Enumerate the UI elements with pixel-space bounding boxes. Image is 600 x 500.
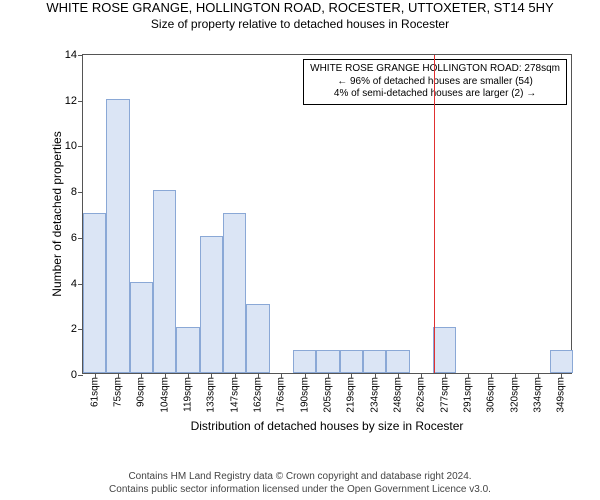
- x-tick-mark: [211, 373, 212, 378]
- x-tick-label: 162sqm: [253, 377, 264, 413]
- x-tick-mark: [468, 373, 469, 378]
- y-tick-label: 0: [71, 369, 77, 381]
- x-tick-mark: [398, 373, 399, 378]
- y-tick-label: 8: [71, 186, 77, 198]
- histogram-bar: [176, 327, 199, 373]
- x-tick-label: 119sqm: [183, 377, 194, 412]
- x-tick-label: 133sqm: [206, 377, 217, 413]
- y-tick-label: 14: [65, 49, 77, 61]
- x-tick-label: 248sqm: [393, 377, 404, 413]
- footer-line-1: Contains HM Land Registry data © Crown c…: [0, 470, 600, 483]
- x-tick-mark: [491, 373, 492, 378]
- y-tick-mark: [78, 101, 83, 102]
- x-tick-mark: [118, 373, 119, 378]
- y-tick-mark: [78, 55, 83, 56]
- x-tick-label: 219sqm: [346, 377, 357, 413]
- y-axis-label: Number of detached properties: [50, 131, 64, 296]
- histogram-bar: [200, 236, 223, 373]
- x-tick-mark: [561, 373, 562, 378]
- x-tick-mark: [95, 373, 96, 378]
- x-tick-label: 262sqm: [416, 377, 427, 413]
- x-tick-label: 176sqm: [276, 377, 287, 413]
- y-tick-label: 2: [71, 323, 77, 335]
- x-tick-label: 104sqm: [159, 377, 170, 413]
- histogram-bar: [386, 350, 409, 373]
- histogram-bar: [106, 99, 129, 373]
- y-tick-label: 12: [65, 95, 77, 107]
- x-tick-label: 75sqm: [113, 377, 124, 407]
- histogram-bar: [363, 350, 386, 373]
- x-tick-mark: [165, 373, 166, 378]
- x-tick-label: 61sqm: [89, 377, 100, 407]
- x-tick-label: 320sqm: [509, 377, 520, 413]
- x-tick-mark: [258, 373, 259, 378]
- y-tick-label: 10: [65, 140, 77, 152]
- histogram-bar: [246, 304, 269, 373]
- x-tick-label: 291sqm: [463, 377, 474, 413]
- x-tick-mark: [188, 373, 189, 378]
- x-tick-mark: [141, 373, 142, 378]
- histogram-bar: [223, 213, 246, 373]
- footer: Contains HM Land Registry data © Crown c…: [0, 470, 600, 496]
- marker-line: [434, 55, 435, 373]
- x-tick-label: 190sqm: [299, 377, 310, 413]
- x-axis-label: Distribution of detached houses by size …: [191, 419, 464, 433]
- page-title: WHITE ROSE GRANGE, HOLLINGTON ROAD, ROCE…: [0, 0, 600, 15]
- histogram-bar: [433, 327, 456, 373]
- x-tick-mark: [538, 373, 539, 378]
- page-subtitle: Size of property relative to detached ho…: [0, 17, 600, 31]
- x-tick-mark: [328, 373, 329, 378]
- y-tick-mark: [78, 146, 83, 147]
- x-tick-label: 349sqm: [556, 377, 567, 413]
- x-tick-mark: [305, 373, 306, 378]
- chart-container: Number of detached properties Distributi…: [52, 44, 577, 404]
- x-tick-mark: [281, 373, 282, 378]
- histogram-bar: [153, 190, 176, 373]
- x-tick-mark: [515, 373, 516, 378]
- x-tick-label: 90sqm: [136, 377, 147, 407]
- histogram-bar: [316, 350, 339, 373]
- x-tick-label: 334sqm: [533, 377, 544, 413]
- x-tick-label: 234sqm: [369, 377, 380, 413]
- y-tick-label: 4: [71, 278, 77, 290]
- y-tick-mark: [78, 375, 83, 376]
- histogram-bar: [293, 350, 316, 373]
- x-tick-mark: [375, 373, 376, 378]
- histogram-bar: [130, 282, 153, 373]
- plot-area: Number of detached properties Distributi…: [82, 54, 572, 374]
- y-tick-label: 6: [71, 232, 77, 244]
- x-tick-mark: [351, 373, 352, 378]
- histogram-bar: [83, 213, 106, 373]
- y-tick-mark: [78, 192, 83, 193]
- x-tick-mark: [445, 373, 446, 378]
- x-tick-label: 277sqm: [439, 377, 450, 413]
- histogram-bar: [340, 350, 363, 373]
- x-tick-label: 147sqm: [229, 377, 240, 413]
- histogram-bar: [550, 350, 573, 373]
- x-tick-label: 205sqm: [323, 377, 334, 413]
- x-tick-mark: [235, 373, 236, 378]
- x-tick-mark: [421, 373, 422, 378]
- x-tick-label: 306sqm: [486, 377, 497, 413]
- footer-line-2: Contains public sector information licen…: [0, 483, 600, 496]
